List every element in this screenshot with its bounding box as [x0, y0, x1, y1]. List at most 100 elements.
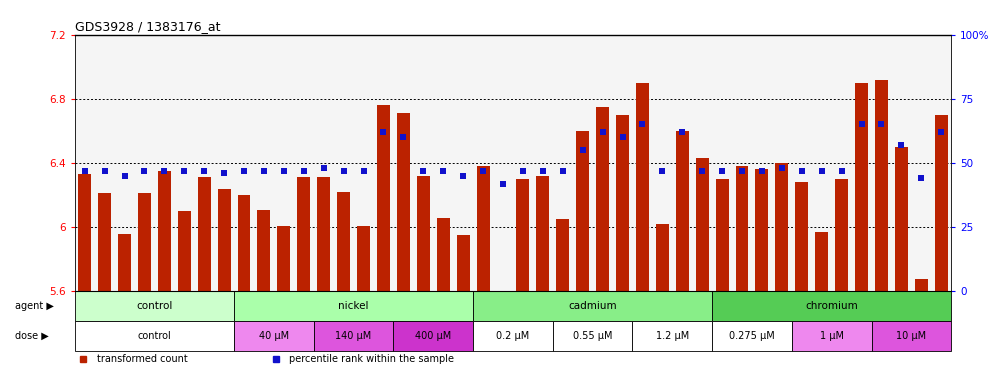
Bar	[197, 177, 211, 291]
Bar	[735, 166, 748, 291]
Point	[515, 168, 531, 174]
Point	[415, 168, 431, 174]
Text: 400 μM: 400 μM	[415, 331, 451, 341]
Bar	[516, 179, 530, 291]
Bar	[596, 107, 610, 291]
Bar	[237, 195, 250, 291]
Text: chromium: chromium	[806, 301, 858, 311]
Point	[395, 134, 411, 141]
Bar	[775, 163, 788, 291]
Bar	[314, 321, 393, 351]
Text: 140 μM: 140 μM	[336, 331, 372, 341]
Bar	[835, 179, 848, 291]
Text: 10 μM: 10 μM	[896, 331, 926, 341]
Text: 40 μM: 40 μM	[259, 331, 289, 341]
Bar	[157, 171, 171, 291]
Point	[535, 168, 551, 174]
Bar	[914, 278, 927, 291]
Bar	[277, 225, 291, 291]
Text: 0.55 μM: 0.55 μM	[573, 331, 613, 341]
Point	[575, 147, 591, 153]
Point	[495, 180, 511, 187]
Point	[455, 173, 471, 179]
Bar	[98, 194, 111, 291]
Text: 1 μM: 1 μM	[820, 331, 844, 341]
Bar	[792, 321, 872, 351]
Bar	[635, 83, 649, 291]
Text: control: control	[137, 331, 171, 341]
Point	[97, 168, 113, 174]
Point	[555, 168, 571, 174]
Point	[854, 121, 870, 127]
Point	[77, 168, 93, 174]
Text: dose ▶: dose ▶	[15, 331, 49, 341]
Bar	[497, 291, 510, 306]
Point	[117, 173, 132, 179]
Point	[714, 168, 730, 174]
Text: 1.2 μM: 1.2 μM	[655, 331, 689, 341]
Point	[236, 168, 252, 174]
Point	[256, 168, 272, 174]
Point	[196, 168, 212, 174]
Bar	[297, 177, 311, 291]
Bar	[695, 158, 708, 291]
Point	[634, 121, 650, 127]
Bar	[755, 169, 769, 291]
Bar	[655, 224, 668, 291]
Bar	[473, 291, 712, 321]
Bar	[234, 321, 314, 351]
Point	[834, 168, 850, 174]
Point	[475, 168, 491, 174]
Text: 0.275 μM: 0.275 μM	[729, 331, 775, 341]
Point	[654, 168, 670, 174]
Bar	[473, 321, 553, 351]
Bar	[874, 79, 887, 291]
Bar	[177, 211, 191, 291]
Point	[336, 168, 352, 174]
Bar	[137, 194, 151, 291]
Bar	[75, 321, 234, 351]
Bar	[576, 131, 589, 291]
Bar	[855, 83, 868, 291]
Bar	[396, 113, 410, 291]
Point	[156, 168, 172, 174]
Point	[794, 168, 810, 174]
Point	[913, 175, 929, 182]
Bar	[632, 321, 712, 351]
Bar	[872, 321, 951, 351]
Point	[375, 129, 391, 135]
Bar	[317, 177, 330, 291]
Bar	[476, 166, 489, 291]
Point	[674, 129, 690, 135]
Bar	[795, 182, 808, 291]
Point	[754, 168, 770, 174]
Bar	[234, 291, 473, 321]
Point	[873, 121, 889, 127]
Bar	[456, 235, 470, 291]
Text: nickel: nickel	[339, 301, 369, 311]
Bar	[257, 210, 270, 291]
Point	[316, 165, 332, 171]
Text: 0.2 μM: 0.2 μM	[496, 331, 530, 341]
Bar	[376, 105, 389, 291]
Text: control: control	[136, 301, 172, 311]
Bar	[715, 179, 729, 291]
Bar	[934, 115, 947, 291]
Text: transformed count: transformed count	[97, 354, 187, 364]
Bar	[553, 321, 632, 351]
Bar	[357, 225, 371, 291]
Point	[176, 168, 192, 174]
Bar	[437, 218, 450, 291]
Point	[774, 165, 790, 171]
Point	[595, 129, 611, 135]
Bar	[217, 189, 230, 291]
Bar	[556, 219, 570, 291]
Point	[694, 168, 710, 174]
Point	[296, 168, 312, 174]
Text: agent ▶: agent ▶	[15, 301, 54, 311]
Bar	[337, 192, 351, 291]
Point	[216, 170, 232, 176]
Bar	[75, 291, 234, 321]
Point	[276, 168, 292, 174]
Bar	[78, 174, 92, 291]
